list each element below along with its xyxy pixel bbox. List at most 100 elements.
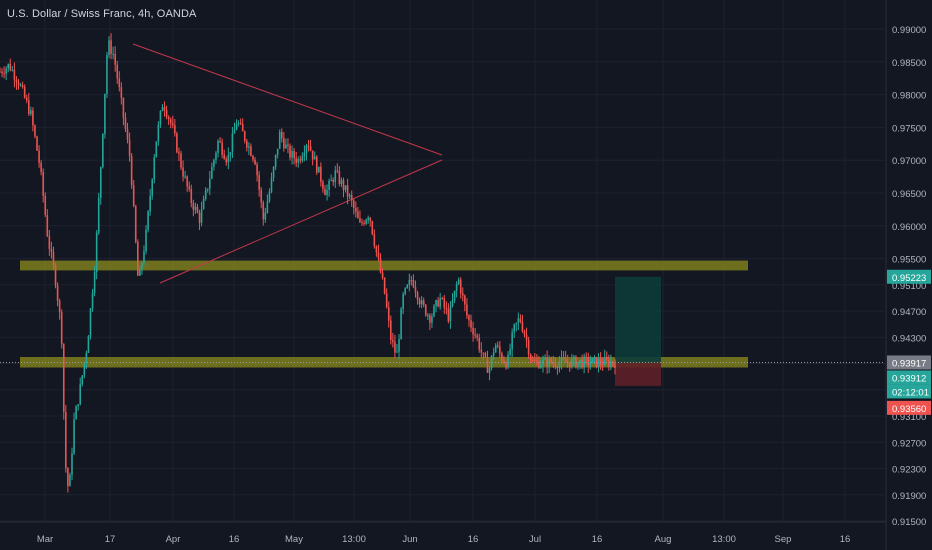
candle-body <box>342 180 345 190</box>
candle-body <box>32 110 34 126</box>
candle-body <box>198 212 201 223</box>
candle-body <box>58 300 61 313</box>
candle-body <box>21 85 24 87</box>
price-tick-label: 0.95100 <box>892 281 926 292</box>
candle-body <box>431 316 433 323</box>
candle-body <box>264 212 267 220</box>
candle-body <box>9 63 12 71</box>
candle-body <box>237 123 240 125</box>
candle-body <box>106 54 108 94</box>
stop-price-badge-bg <box>887 400 931 415</box>
candle-body <box>459 279 462 294</box>
candle-body <box>350 194 353 201</box>
candle-body <box>287 144 289 146</box>
candle-body <box>54 265 57 286</box>
candle-body <box>184 176 186 178</box>
candle-body <box>23 86 26 98</box>
candle-body <box>396 351 398 353</box>
candle-body <box>587 357 590 366</box>
triangle-trendline[interactable] <box>132 43 443 156</box>
candle-body <box>231 133 234 153</box>
candle-body <box>206 188 209 190</box>
price-tick-label: 0.95500 <box>892 255 926 266</box>
long-position-stop[interactable] <box>615 362 661 386</box>
candle-body <box>562 357 565 359</box>
candle-body <box>46 214 49 237</box>
candle-body <box>494 345 497 353</box>
candle-body <box>73 419 75 454</box>
candle-body <box>387 307 390 321</box>
candle-body <box>441 297 444 299</box>
candle-body <box>233 129 236 134</box>
candle-body <box>19 85 22 87</box>
triangle-trendline[interactable] <box>159 159 443 284</box>
time-tick-label: Apr <box>166 534 181 545</box>
candle-body <box>554 363 557 367</box>
candle-body <box>151 179 154 196</box>
time-tick-label: Jul <box>529 534 541 545</box>
candle-body <box>116 64 119 79</box>
candle-body <box>480 349 483 353</box>
candle-body <box>256 164 258 176</box>
candle-body <box>180 153 182 168</box>
candle-body <box>169 119 172 124</box>
candle-body <box>533 360 536 362</box>
candle-body <box>488 367 491 373</box>
candle-body <box>558 362 561 368</box>
candle-body <box>186 176 188 187</box>
candle-body <box>208 178 211 189</box>
countdown-badge: 02:12:01 <box>892 387 929 398</box>
target-price-badge-bg <box>887 269 931 284</box>
price-tick-label: 0.91900 <box>892 491 926 502</box>
candle-body <box>5 68 7 74</box>
candle-body <box>560 357 563 363</box>
candle-body <box>97 197 100 233</box>
candle-body <box>369 217 372 222</box>
candle-body <box>118 78 121 88</box>
candle-body <box>110 40 112 54</box>
candle-body <box>552 362 555 364</box>
candle-body <box>239 123 242 125</box>
candle-body <box>340 180 343 185</box>
last-price-badge-bg <box>887 355 931 370</box>
candle-body <box>571 359 573 368</box>
candle-body <box>143 251 145 263</box>
candle-body <box>357 211 359 219</box>
candle-body <box>412 280 415 287</box>
candle-body <box>474 334 476 336</box>
candle-body <box>79 384 82 405</box>
candle-body <box>305 145 308 153</box>
candle-body <box>27 100 30 115</box>
candle-body <box>278 131 281 149</box>
candle-body <box>414 286 417 293</box>
candle-body <box>568 362 571 368</box>
candle-body <box>503 360 505 363</box>
candle-body <box>87 336 90 353</box>
candle-body <box>332 179 335 182</box>
candle-body <box>605 357 608 360</box>
candle-body <box>523 331 526 335</box>
candle-body <box>250 146 252 156</box>
candle-body <box>159 111 162 125</box>
candle-body <box>272 166 275 178</box>
candle-body <box>3 73 5 75</box>
time-tick-label: 16 <box>840 534 851 545</box>
candle-body <box>0 71 1 73</box>
long-position-target[interactable] <box>615 276 661 363</box>
candle-body <box>377 252 380 259</box>
last-price-badge: 0.93917 <box>892 358 926 369</box>
time-tick-label: May <box>285 534 303 545</box>
candle-body <box>48 236 51 250</box>
candle-body <box>338 171 341 185</box>
candle-body <box>536 360 538 362</box>
candle-body <box>217 140 219 153</box>
candle-body <box>291 150 293 158</box>
candle-body <box>40 162 42 172</box>
candle-body <box>484 353 487 358</box>
candle-body <box>379 258 382 273</box>
candle-body <box>260 189 263 203</box>
candle-body <box>25 97 28 101</box>
price-tick-label: 0.96500 <box>892 189 926 200</box>
